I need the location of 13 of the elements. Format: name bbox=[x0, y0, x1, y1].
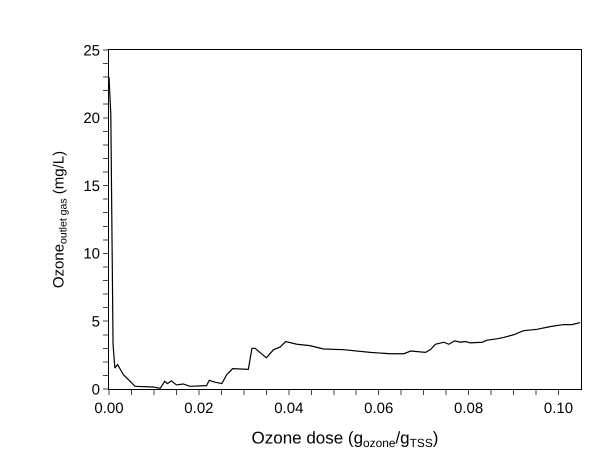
y-tick-label: 10 bbox=[83, 246, 100, 263]
y-tick-label: 0 bbox=[92, 381, 100, 398]
x-tick-label: 0.00 bbox=[94, 400, 124, 417]
x-tick-label: 0.06 bbox=[364, 400, 394, 417]
x-tick-label: 0.10 bbox=[544, 400, 574, 417]
y-tick-label: 25 bbox=[83, 42, 100, 60]
y-tick-label: 20 bbox=[83, 110, 100, 128]
x-tick-label: 0.04 bbox=[274, 400, 304, 417]
x-tick-label: 0.02 bbox=[184, 400, 214, 417]
x-axis-title: Ozone dose (g$_{ozone}$/g$_{TSS}$) bbox=[252, 428, 438, 450]
x-tick-label: 0.08 bbox=[454, 400, 484, 417]
y-tick-label: 15 bbox=[83, 178, 100, 195]
y-tick-label: 5 bbox=[92, 313, 100, 330]
